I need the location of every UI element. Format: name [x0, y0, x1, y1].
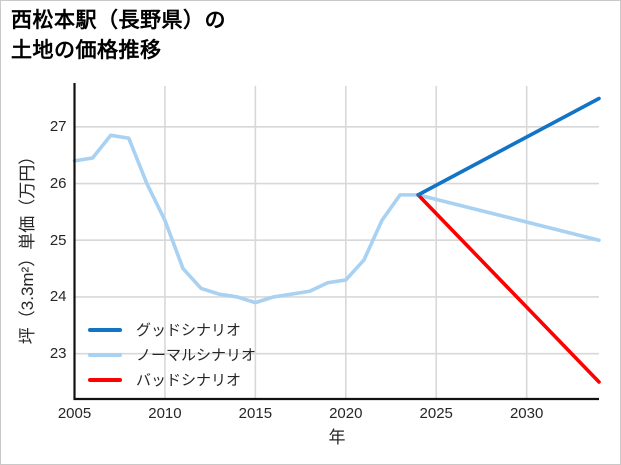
legend-item-good: グッドシナリオ: [88, 317, 256, 342]
y-tick-label: 25: [49, 231, 67, 249]
legend-item-normal: ノーマルシナリオ: [88, 342, 256, 367]
legend-label-good: グッドシナリオ: [136, 322, 242, 339]
normal-scenario-line: [72, 133, 601, 305]
bad-scenario-swatch-icon: [88, 377, 122, 382]
x-tick-label: 2015: [238, 405, 273, 422]
legend: グッドシナリオ ノーマルシナリオ バッドシナリオ: [88, 317, 256, 392]
x-axis-label: 年: [328, 428, 346, 447]
normal-scenario-swatch-icon: [88, 352, 122, 357]
legend-label-bad: バッドシナリオ: [136, 372, 242, 389]
good-scenario-line: [416, 96, 601, 197]
x-tick-label: 2025: [419, 405, 453, 422]
x-tick-label: 2005: [57, 405, 92, 422]
chart-title: 西松本駅（長野県）の 土地の価格推移: [11, 6, 226, 66]
y-tick-label: 24: [49, 288, 67, 306]
legend-item-bad: バッドシナリオ: [88, 367, 256, 392]
chart-title-line2: 土地の価格推移: [11, 39, 162, 62]
y-tick-label: 27: [49, 118, 67, 136]
x-tick-label: 2020: [329, 405, 363, 422]
x-tick-label: 2030: [509, 405, 544, 422]
y-tick-label: 23: [49, 345, 67, 363]
bad-scenario-line: [416, 193, 601, 384]
y-tick-label: 26: [49, 175, 67, 193]
y-axis-label: 坪（3.3m²）単価（万円）: [18, 147, 37, 345]
chart-title-line1: 西松本駅（長野県）の: [11, 9, 226, 32]
x-tick-label: 2010: [148, 405, 182, 422]
legend-label-normal: ノーマルシナリオ: [136, 347, 257, 364]
good-scenario-swatch-icon: [88, 327, 122, 332]
